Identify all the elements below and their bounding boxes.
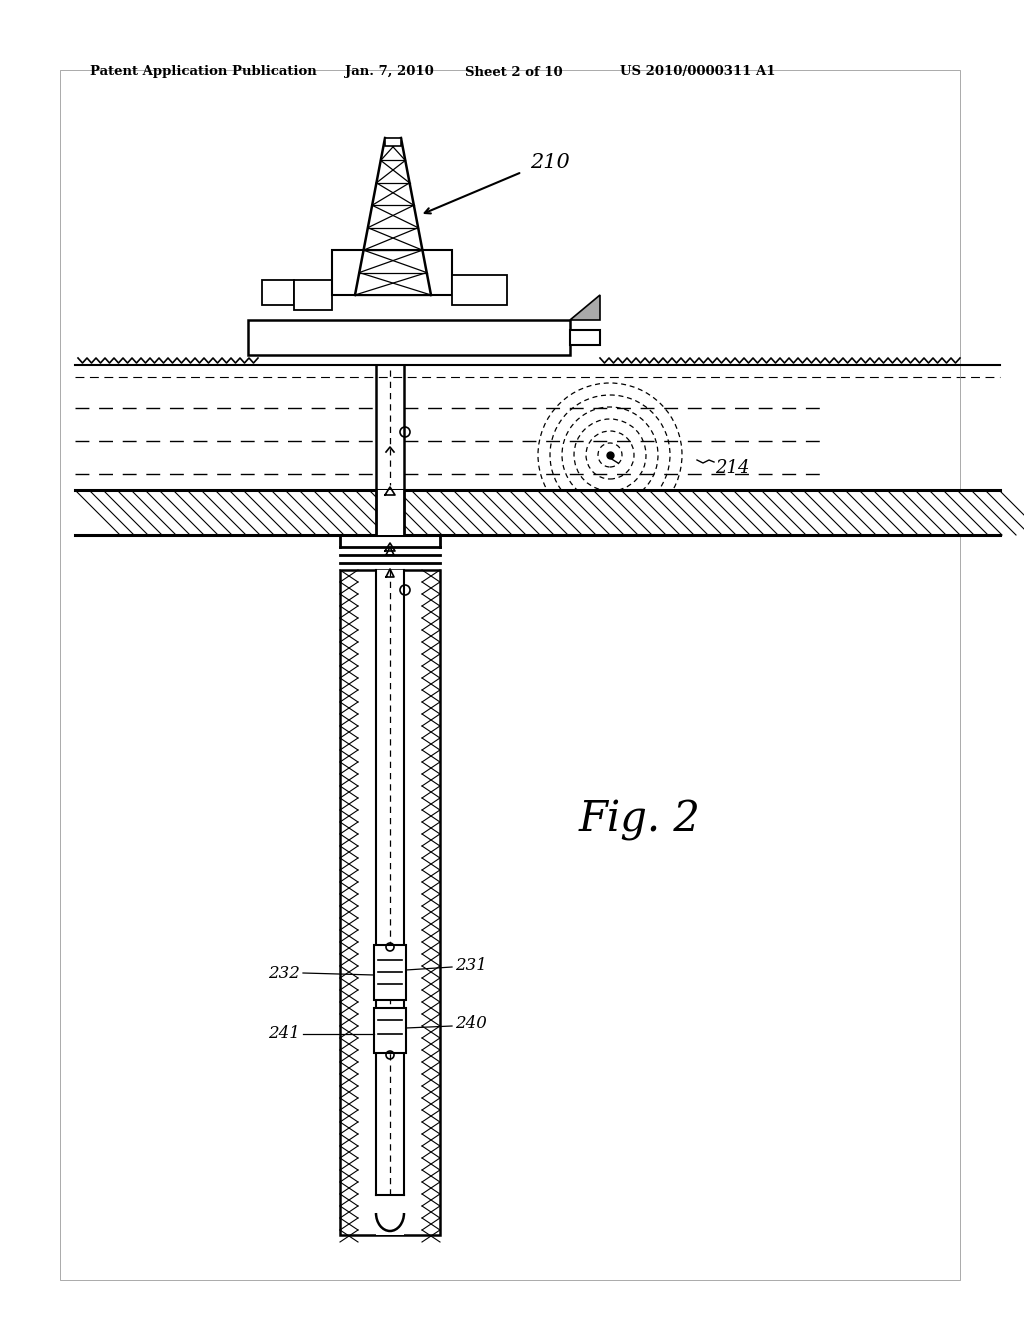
Bar bbox=[248, 319, 570, 355]
Text: 231: 231 bbox=[455, 957, 486, 974]
Text: 240: 240 bbox=[455, 1015, 486, 1032]
Text: 241: 241 bbox=[268, 1026, 300, 1043]
Bar bbox=[452, 275, 507, 305]
Text: Patent Application Publication: Patent Application Publication bbox=[90, 66, 316, 78]
Bar bbox=[374, 945, 406, 1001]
Bar bbox=[374, 1008, 406, 1053]
Text: 232: 232 bbox=[268, 965, 300, 982]
Bar bbox=[376, 490, 404, 535]
Bar bbox=[262, 280, 294, 305]
Text: Sheet 2 of 10: Sheet 2 of 10 bbox=[465, 66, 562, 78]
Text: US 2010/0000311 A1: US 2010/0000311 A1 bbox=[620, 66, 775, 78]
Bar bbox=[376, 570, 404, 1236]
Bar bbox=[60, 70, 961, 1280]
Bar bbox=[570, 330, 600, 345]
Polygon shape bbox=[570, 294, 600, 319]
Bar bbox=[332, 249, 452, 294]
Bar bbox=[75, 490, 1000, 535]
Bar bbox=[294, 280, 332, 310]
Text: Fig. 2: Fig. 2 bbox=[579, 799, 701, 841]
Text: Jan. 7, 2010: Jan. 7, 2010 bbox=[345, 66, 434, 78]
Text: 214: 214 bbox=[715, 459, 750, 477]
Bar bbox=[340, 570, 440, 1236]
Bar bbox=[385, 139, 401, 147]
Text: 210: 210 bbox=[530, 153, 569, 173]
